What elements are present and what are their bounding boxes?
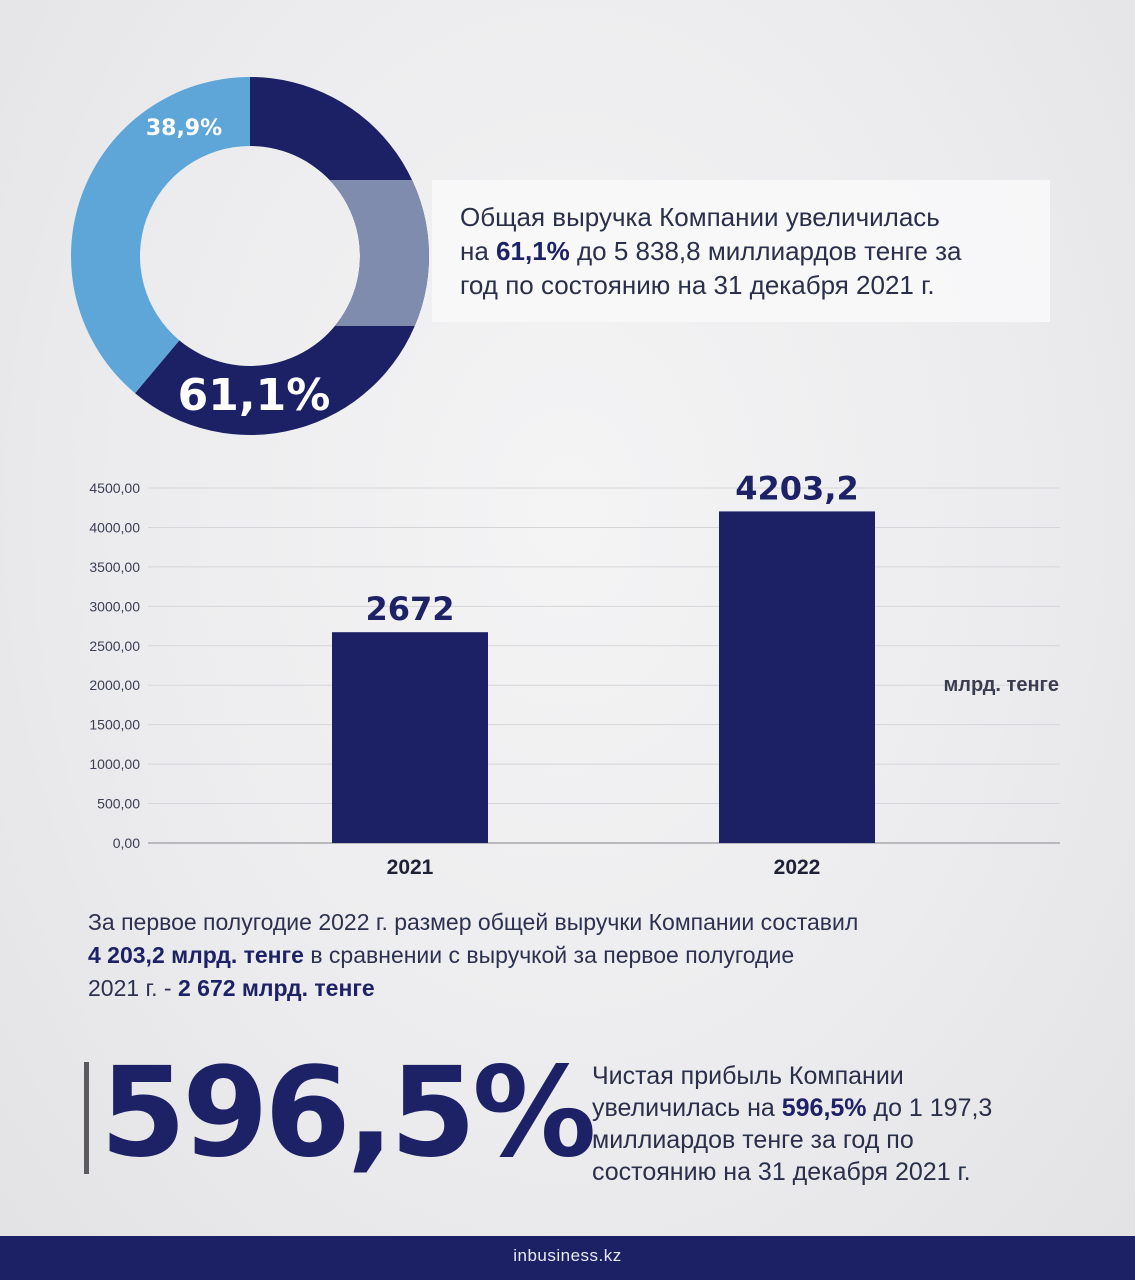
footer-bar: inbusiness.kz bbox=[0, 1236, 1135, 1280]
info-line-1: Общая выручка Компании увеличилась bbox=[460, 202, 940, 232]
desc-line-3: 2021 г. - 2 672 млрд. тенге bbox=[88, 975, 375, 1001]
accent-bar bbox=[84, 1062, 89, 1174]
donut-segment-remainder bbox=[71, 77, 250, 394]
revenue-bar-chart: 0,00 500,00 1000,00 1500,00 2000,00 2500,00 30… bbox=[89, 470, 1060, 879]
unit-label: млрд. тенге bbox=[944, 674, 1059, 696]
y-tick-label: 500,00 bbox=[97, 796, 140, 812]
profit-line-4: состоянию на 31 декабря 2021 г. bbox=[592, 1158, 971, 1186]
bar-value-label: 4203,2 bbox=[735, 470, 858, 507]
donut-segment-growth bbox=[135, 77, 430, 435]
y-tick-label: 2000,00 bbox=[89, 677, 140, 693]
y-tick-label: 1000,00 bbox=[89, 756, 140, 772]
bar-value-label: 2672 bbox=[365, 590, 454, 628]
y-tick-label: 1500,00 bbox=[89, 717, 140, 733]
donut-label-remainder: 38,9% bbox=[146, 116, 222, 141]
y-tick-label: 0,00 bbox=[113, 835, 140, 851]
profit-line-1: Чистая прибыль Компании bbox=[592, 1062, 904, 1090]
y-tick-label: 3000,00 bbox=[89, 598, 140, 614]
donut-segment-highlight bbox=[250, 180, 430, 326]
footer-brand: inbusiness.kz bbox=[513, 1246, 622, 1265]
x-tick-label: 2021 bbox=[387, 856, 434, 879]
y-tick-label: 2500,00 bbox=[89, 638, 140, 654]
profit-line-3: миллиардов тенге за год по bbox=[592, 1126, 914, 1154]
x-tick-label: 2022 bbox=[774, 856, 821, 879]
bar bbox=[332, 632, 488, 843]
desc-line-1: За первое полугодие 2022 г. размер общей… bbox=[88, 909, 859, 935]
bar bbox=[719, 511, 875, 843]
profit-line-2: увеличилась на 596,5% до 1 197,3 bbox=[592, 1094, 993, 1122]
revenue-donut-chart: 61,1% 38,9% bbox=[71, 77, 430, 435]
profit-description: Чистая прибыль Компании увеличилась на 5… bbox=[592, 1060, 1072, 1188]
y-tick-label: 3500,00 bbox=[89, 559, 140, 575]
donut-label-growth: 61,1% bbox=[178, 370, 331, 421]
info-line-2: на 61,1% до 5 838,8 миллиардов тенге за bbox=[460, 236, 962, 266]
y-tick-label: 4500,00 bbox=[89, 480, 140, 496]
profit-growth-number: 596,5% bbox=[100, 1041, 596, 1185]
revenue-info-text: Общая выручка Компании увеличилась на 61… bbox=[460, 200, 1040, 302]
y-tick-label: 4000,00 bbox=[89, 519, 140, 535]
info-line-3: год по состоянию на 31 декабря 2021 г. bbox=[460, 270, 935, 300]
revenue-info-box: Общая выручка Компании увеличилась на 61… bbox=[432, 180, 1050, 322]
desc-line-2: 4 203,2 млрд. тенге в сравнении с выручк… bbox=[88, 942, 795, 968]
revenue-description: За первое полугодие 2022 г. размер общей… bbox=[88, 906, 1048, 1005]
